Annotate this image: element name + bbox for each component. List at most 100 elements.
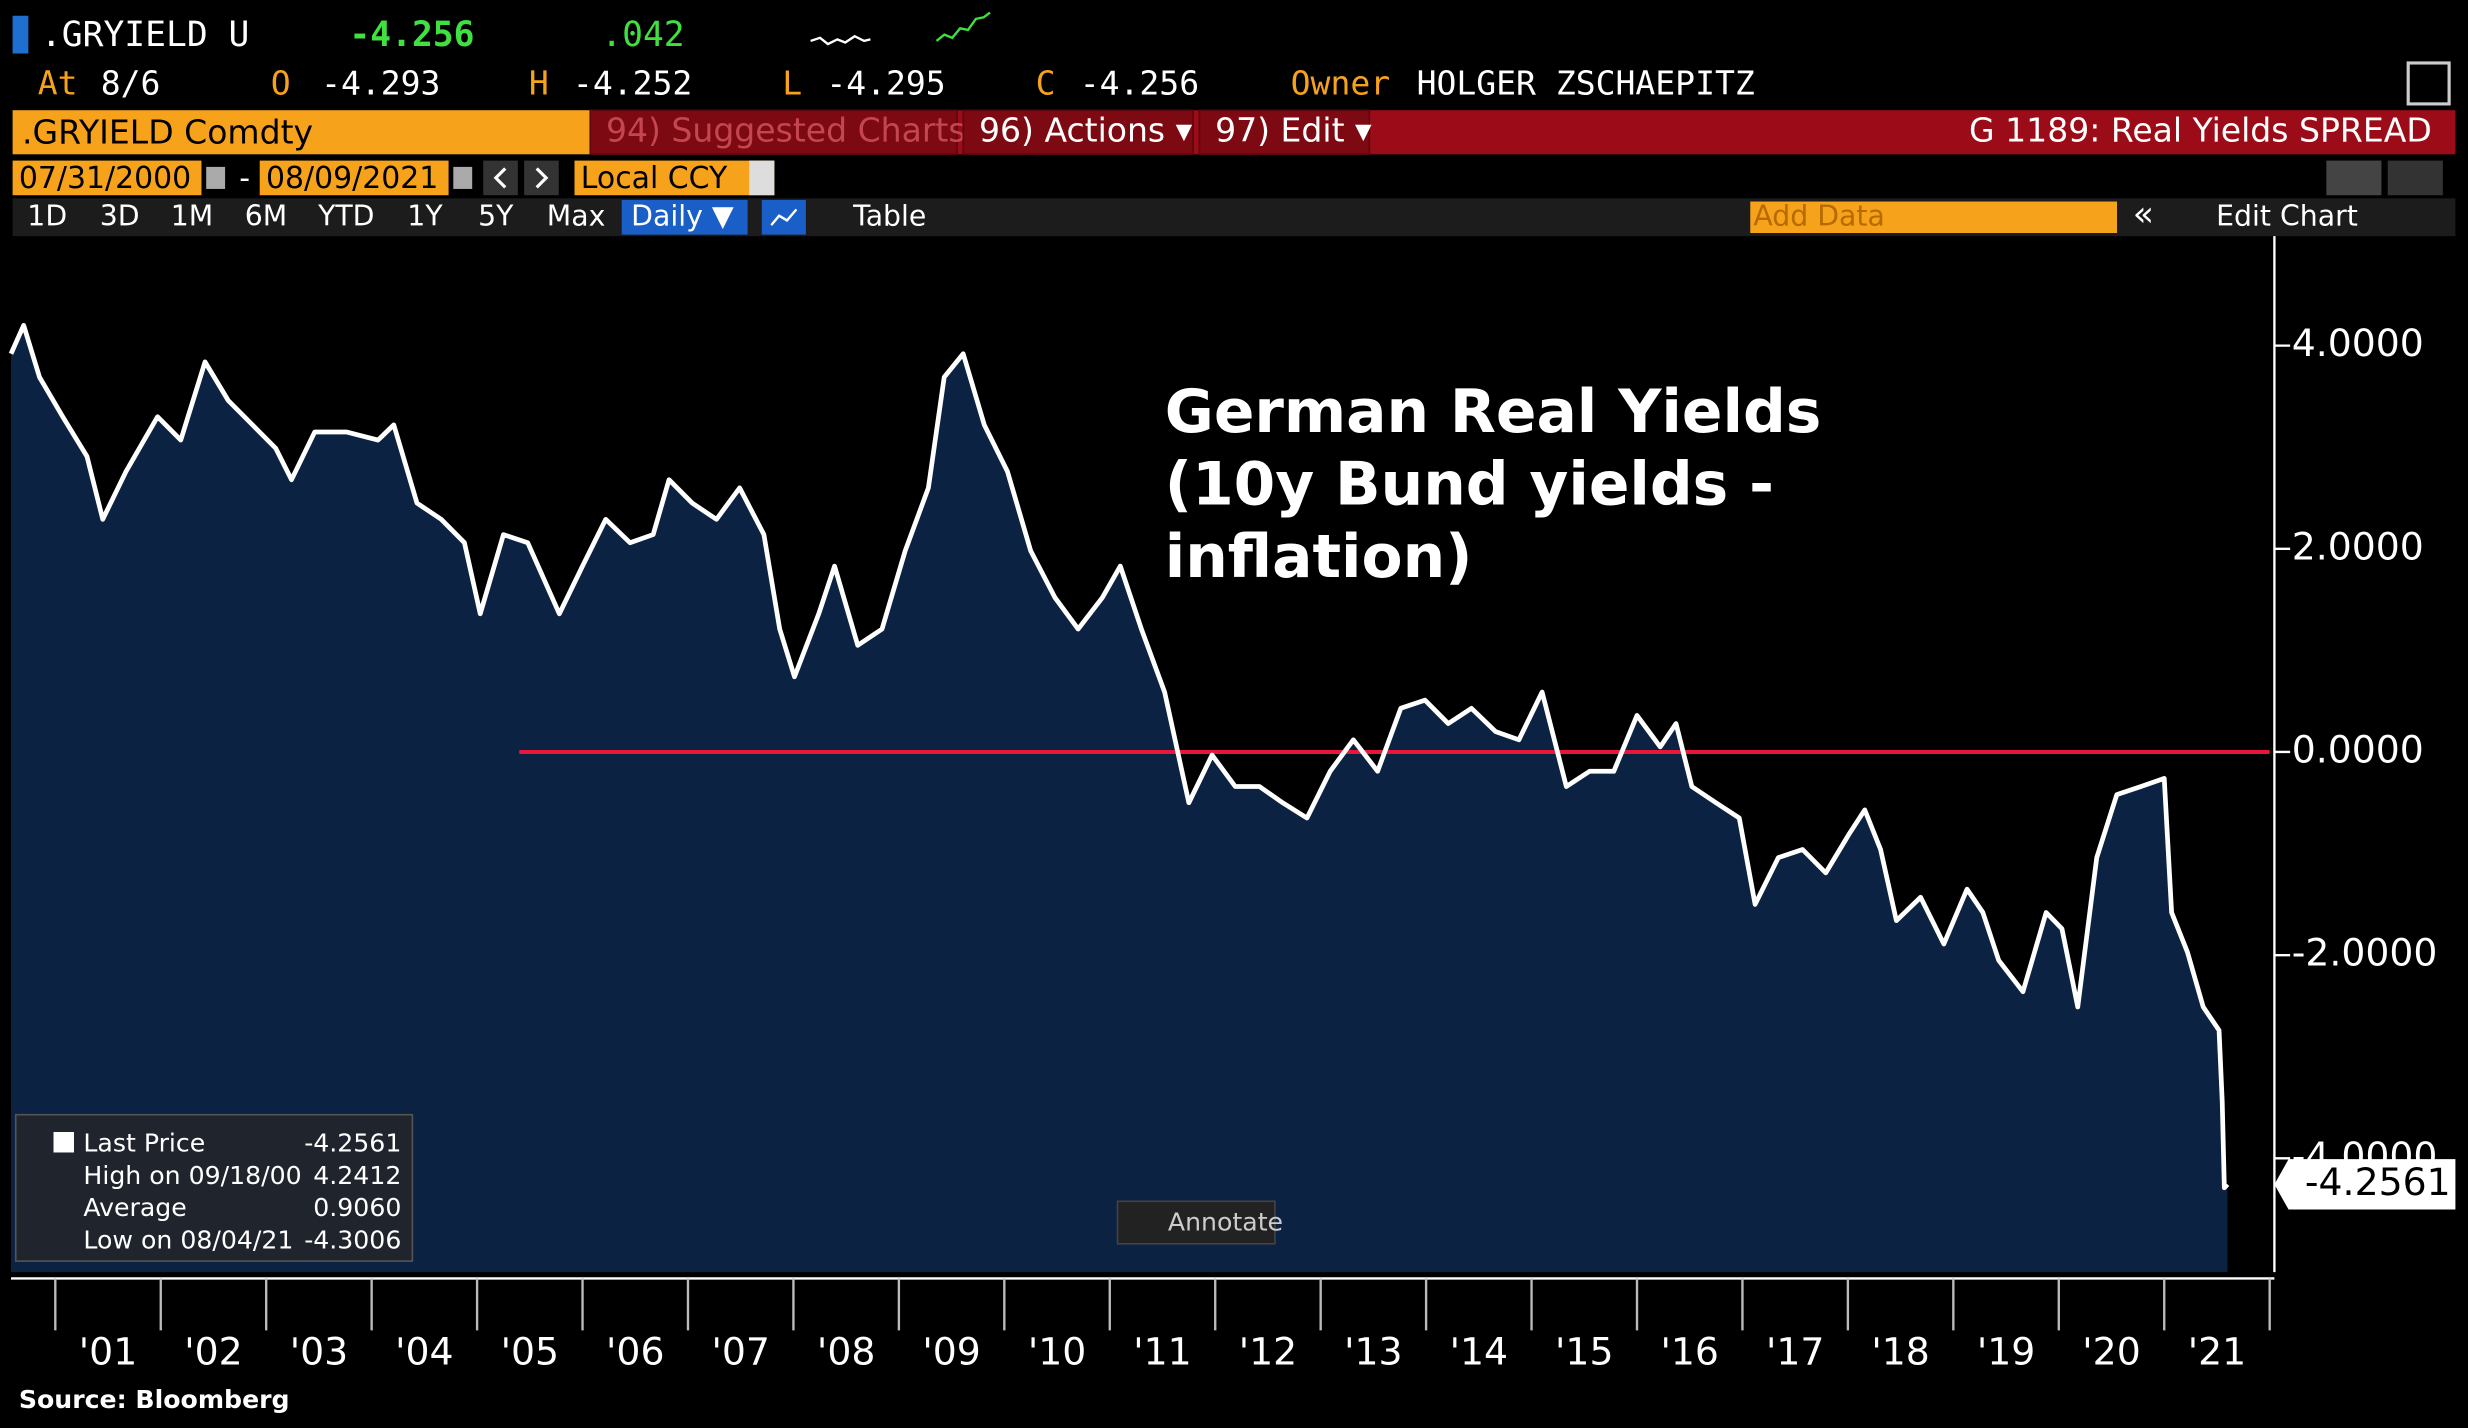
add-data-box[interactable] [1750, 201, 2118, 234]
quote-value: -4.295 [826, 64, 945, 103]
quote-value: 8/6 [101, 64, 161, 103]
undo-button[interactable] [2326, 160, 2382, 196]
prev-button[interactable] [483, 160, 518, 196]
y-tick-label: 4.0000 [2292, 321, 2424, 365]
prev-arrow [493, 167, 507, 189]
sparkline [810, 34, 871, 46]
quote-label: At [38, 64, 78, 103]
currency-box[interactable] [574, 160, 775, 196]
range-button[interactable]: 1M [171, 199, 213, 232]
x-tick-label: '06 [606, 1329, 664, 1373]
ticker: .GRYIELD U [41, 15, 249, 55]
x-tick-label: '04 [395, 1329, 453, 1373]
chart-type-icon [770, 208, 798, 226]
quote-label: C [1036, 64, 1056, 103]
range-button[interactable]: YTD [317, 199, 374, 232]
price-line [8, 322, 2230, 1191]
x-tick-label: '09 [922, 1329, 980, 1373]
quote-label: L [782, 64, 802, 103]
y-tick-label: -2.0000 [2292, 931, 2438, 975]
range-button[interactable]: 1Y [407, 199, 443, 232]
annotation: German Real Yields [1165, 377, 1822, 447]
x-tick-label: '05 [501, 1329, 559, 1373]
menu-box[interactable] [962, 109, 1194, 156]
x-tick-label: '16 [1661, 1329, 1719, 1373]
legend-label: High on 09/18/00 [83, 1161, 301, 1190]
quote-value: -4.293 [321, 64, 440, 103]
popout-icon[interactable] [2406, 61, 2451, 106]
start-date: 07/31/2000 [19, 161, 191, 196]
x-tick-label: '13 [1344, 1329, 1402, 1373]
security: .GRYIELD Comdty [22, 112, 313, 151]
annotation: inflation) [1165, 522, 1473, 592]
legend-label: Last Price [83, 1129, 205, 1158]
x-tick-label: '07 [711, 1329, 769, 1373]
end-date-box[interactable] [259, 160, 449, 196]
range-button[interactable]: Max [547, 199, 606, 232]
date-separator: - [239, 161, 250, 196]
start-date-box[interactable] [12, 160, 202, 196]
quote-label: H [529, 64, 549, 103]
menu-item: 96) Actions ▾ [979, 111, 1193, 150]
y-tick-label: 2.0000 [2292, 524, 2424, 568]
annotate: Annotate [1168, 1207, 1283, 1236]
x-tick-label: '18 [1871, 1329, 1929, 1373]
source: Source: Bloomberg [19, 1385, 290, 1414]
last-tag-label: -4.2561 [2305, 1160, 2451, 1204]
x-tick-label: '03 [290, 1329, 348, 1373]
calendar-icon[interactable] [206, 166, 226, 189]
last-tag [2274, 1159, 2456, 1210]
menu-box[interactable] [589, 109, 958, 156]
end-date: 08/09/2021 [266, 161, 438, 196]
menu-box[interactable] [1198, 109, 1371, 156]
menu-item: 94) Suggested Charts [606, 111, 966, 150]
legend-value: 4.2412 [313, 1161, 401, 1190]
menu-item: 97) Edit ▾ [1215, 111, 1372, 150]
edit-chart[interactable]: Edit Chart [2216, 199, 2358, 232]
x-tick-label: '17 [1766, 1329, 1824, 1373]
legend-value: 0.9060 [313, 1193, 401, 1222]
ranges: 1D 3D 1M 6M YTD 1Y 5Y Max [27, 199, 605, 232]
calendar-icon[interactable] [453, 166, 473, 189]
x-tick-label: '12 [1239, 1329, 1297, 1373]
add-data: Add Data [1753, 199, 1884, 232]
x-tick-label: '14 [1450, 1329, 1508, 1373]
quote-value: HOLGER ZSCHAEPITZ [1417, 64, 1755, 103]
range-button[interactable]: 3D [100, 199, 140, 232]
legend-value: -4.3006 [304, 1225, 401, 1254]
chart-name: G 1189: Real Yields SPREAD [1969, 111, 2432, 150]
range-button[interactable]: 1D [27, 199, 67, 232]
range-button[interactable]: 5Y [478, 199, 514, 232]
currency-dropdown[interactable] [749, 160, 775, 196]
range-button[interactable]: 6M [245, 199, 287, 232]
legend-label: Low on 08/04/21 [83, 1225, 293, 1254]
quote-label: Owner [1291, 64, 1390, 103]
currency: Local CCY [581, 161, 728, 196]
quote-row: At 8/6 O -4.293 H -4.252 L -4.295 C -4.256 Owner HO… [38, 64, 1755, 103]
frequency: Daily ▼ [631, 199, 734, 232]
frequency-box[interactable] [621, 199, 748, 235]
collapse-button[interactable]: « [2133, 195, 2154, 235]
annotation: (10y Bund yields - [1165, 450, 1774, 520]
x-tick-label: '15 [1555, 1329, 1613, 1373]
table-button[interactable]: Table [852, 199, 926, 232]
chart: German Real Yields(10y Bund yields -infl… [8, 236, 2456, 1374]
x-tick-label: '20 [2082, 1329, 2140, 1373]
x-tick-label: '08 [817, 1329, 875, 1373]
annotate-button[interactable] [1116, 1200, 1276, 1245]
quote-label: O [271, 64, 291, 103]
next-button[interactable] [524, 160, 559, 196]
quote-value: -4.256 [1080, 64, 1199, 103]
x-tick-label: '21 [2188, 1329, 2246, 1373]
x-tick-label: '01 [79, 1329, 137, 1373]
marker [12, 15, 29, 54]
area-fill [11, 325, 2228, 1273]
sparkline [935, 11, 991, 42]
security-box[interactable] [12, 110, 591, 155]
x-tick-label: '02 [184, 1329, 242, 1373]
redo-button[interactable] [2387, 160, 2443, 196]
x-tick-label: '10 [1028, 1329, 1086, 1373]
legend-value: -4.2561 [304, 1129, 401, 1158]
